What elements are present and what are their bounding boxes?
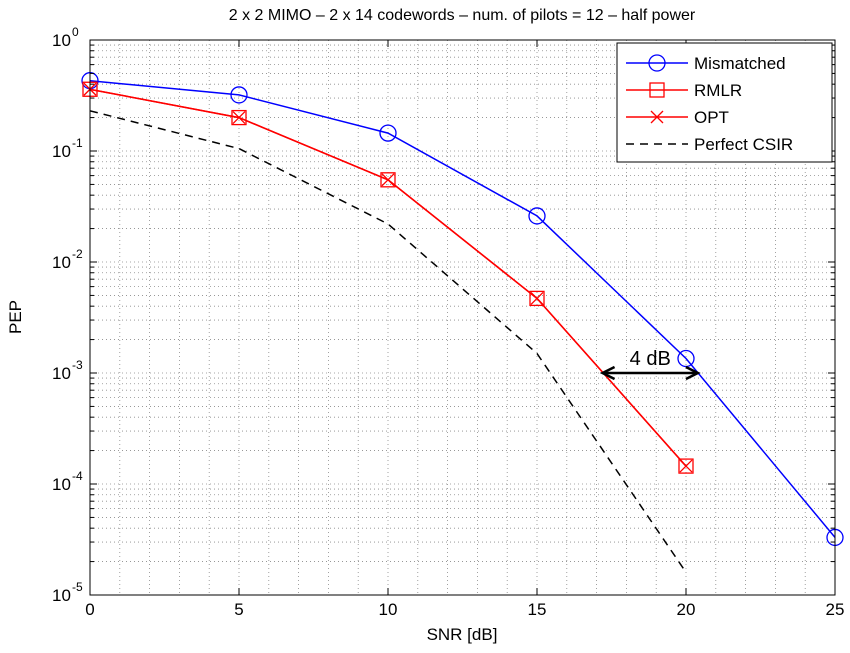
x-tick-label: 20	[677, 600, 696, 619]
y-tick-exponent: -4	[72, 469, 83, 483]
x-axis-label: SNR [dB]	[427, 625, 498, 644]
data-point-mismatched	[230, 86, 248, 104]
legend-marker-opt	[650, 110, 664, 124]
data-point-rmlr	[678, 458, 694, 474]
annotation-label: 4 dB	[630, 348, 671, 370]
series-line-opt	[90, 88, 687, 467]
legend-label-perfect-csir: Perfect CSIR	[694, 135, 793, 154]
x-tick-label: 5	[234, 600, 243, 619]
series-line-rmlr	[90, 88, 687, 467]
legend-items: Mismatched RMLR OPT Perfect CSIR	[626, 54, 793, 154]
legend: Mismatched RMLR OPT Perfect CSIR	[616, 42, 833, 163]
y-tick-exponent: -2	[72, 247, 83, 261]
legend-marker-rmlr	[649, 82, 665, 98]
y-tick-label: 10	[52, 475, 71, 494]
annotation-4db: 4 dB	[599, 348, 701, 381]
y-axis-label: PEP	[6, 300, 25, 334]
data-point-rmlr	[380, 172, 396, 188]
series-line-perfect-csir	[90, 110, 687, 573]
x-tick-label: 15	[528, 600, 547, 619]
data-point-rmlr	[529, 290, 545, 307]
y-tick-label: 10	[52, 364, 71, 383]
chart-title: 2 x 2 MIMO – 2 x 14 codewords – num. of …	[229, 7, 696, 24]
y-tick-exponent: -1	[72, 136, 83, 150]
annotation-arrowhead-right	[685, 365, 701, 381]
data-point-mismatched	[677, 349, 695, 368]
legend-label-rmlr: RMLR	[694, 81, 742, 100]
y-tick-exponent: -5	[72, 580, 83, 594]
data-point-opt	[679, 459, 693, 473]
data-point-rmlr	[231, 109, 247, 126]
y-tick-label: 10	[52, 142, 71, 161]
data-point-opt	[381, 173, 395, 187]
data-point-opt	[530, 291, 544, 305]
y-tick-label: 10	[52, 31, 71, 50]
x-tick-label: 10	[379, 600, 398, 619]
y-tick-label: 10	[52, 253, 71, 272]
data-point-mismatched	[528, 207, 546, 225]
x-tick-label: 0	[85, 600, 94, 619]
plot-frame	[89, 39, 836, 596]
legend-label-mismatched: Mismatched	[694, 54, 786, 73]
y-tick-label: 10	[52, 586, 71, 605]
legend-marker-mismatched	[648, 54, 666, 72]
y-tick-exponent: -3	[72, 358, 83, 372]
x-tick-label: 25	[826, 600, 845, 619]
annotation-arrowhead-left	[599, 365, 616, 381]
legend-label-opt: OPT	[694, 108, 729, 127]
y-tick-exponent: 0	[72, 25, 79, 39]
data-point-opt	[232, 111, 246, 125]
series-line-mismatched	[90, 79, 835, 538]
data-point-mismatched	[379, 124, 397, 142]
